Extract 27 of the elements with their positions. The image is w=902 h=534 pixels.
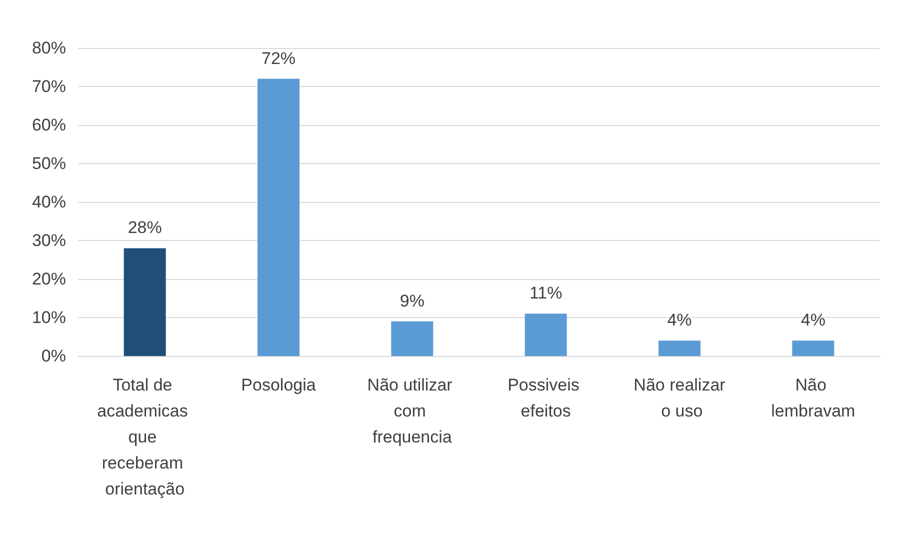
y-tick-label: 50% (32, 154, 66, 173)
y-tick-label: 20% (32, 270, 66, 288)
data-label: 4% (667, 310, 692, 330)
x-tick-label: Não realizar o uso (634, 376, 726, 420)
bar (391, 321, 434, 356)
bar (258, 78, 300, 356)
bar (658, 340, 700, 356)
bar (792, 340, 834, 356)
data-label: 11% (529, 284, 562, 303)
y-tick-label: 30% (32, 231, 66, 250)
data-label: 28% (128, 218, 162, 238)
bar (524, 314, 567, 356)
y-tick-label: 40% (32, 192, 66, 212)
data-label: 4% (800, 310, 826, 330)
y-tick-label: 80% (32, 38, 66, 58)
data-label: 72% (261, 48, 296, 68)
x-tick-label: Possiveis efeitos (508, 376, 584, 420)
y-tick-label: 60% (32, 116, 66, 134)
y-tick-label: 0% (41, 346, 66, 366)
x-tick-label: Posologia (241, 376, 316, 394)
x-tick-label: Não lembravam (771, 376, 856, 420)
y-tick-label: 10% (32, 308, 66, 327)
x-tick-label: Não utilizar com frequencia (367, 376, 458, 446)
bar (124, 248, 166, 356)
data-label: 9% (400, 291, 424, 310)
y-tick-label: 70% (32, 77, 66, 96)
x-tick-label: Total de academicas que receberam orientação (97, 376, 193, 498)
